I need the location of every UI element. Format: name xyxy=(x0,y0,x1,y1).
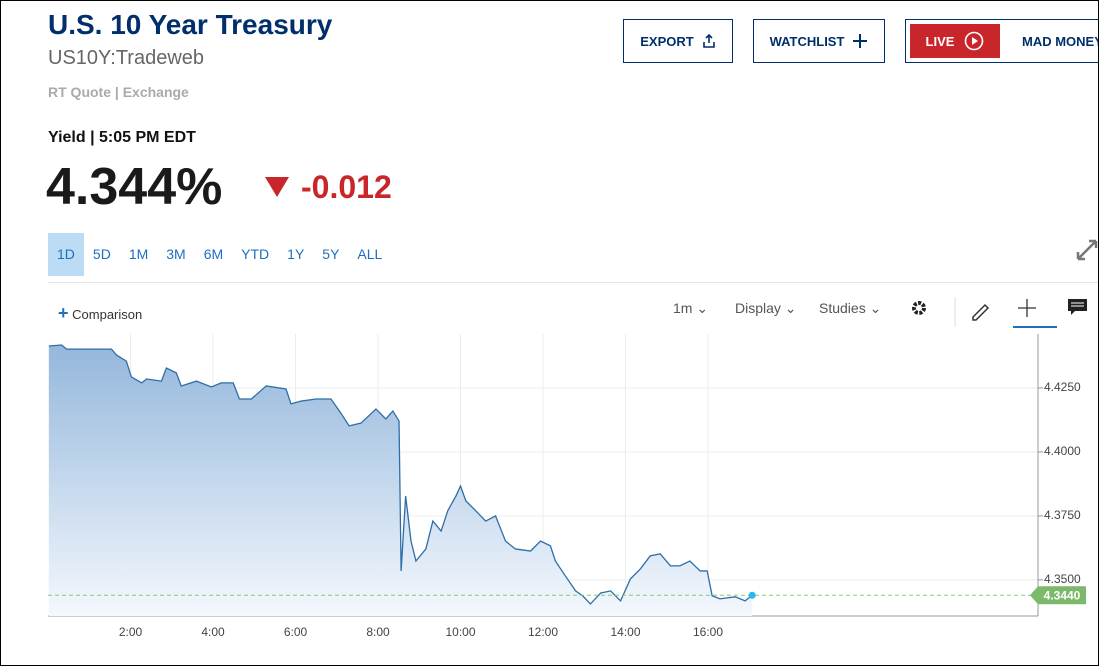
range-button[interactable]: 1D xyxy=(48,233,84,276)
watchlist-button[interactable]: WATCHLIST xyxy=(753,19,885,63)
active-underline xyxy=(1013,326,1057,328)
range-button[interactable]: 6M xyxy=(203,246,224,262)
range-button[interactable]: ALL xyxy=(357,246,383,262)
draw-icon[interactable] xyxy=(972,303,990,321)
display-menu[interactable]: Display ⌄ xyxy=(735,300,797,316)
last-point xyxy=(748,591,756,599)
divider xyxy=(48,282,1098,283)
comparison-label: Comparison xyxy=(72,307,143,322)
price-line xyxy=(48,344,753,605)
crosshair-icon[interactable] xyxy=(1018,299,1036,317)
settings-icon[interactable] xyxy=(912,301,926,315)
symbol: US10Y:Tradeweb xyxy=(48,47,205,69)
studies-label: Studies xyxy=(819,300,866,316)
y-tick-label: 4.3500 xyxy=(1044,572,1081,586)
comparison-button[interactable]: + Comparison xyxy=(58,303,143,323)
range-button[interactable]: 1M xyxy=(128,246,149,262)
last-price-tag xyxy=(1030,586,1086,605)
live-button[interactable]: LIVE MAD MONEY xyxy=(905,19,1099,63)
x-tick-label: 10:00 xyxy=(445,625,475,639)
x-tick-label: 16:00 xyxy=(693,625,723,639)
display-label: Display xyxy=(735,300,781,316)
interval-menu[interactable]: 1m ⌄ xyxy=(673,300,709,316)
x-tick-label: 14:00 xyxy=(610,625,640,639)
x-tick-label: 12:00 xyxy=(528,625,558,639)
range-button[interactable]: 5Y xyxy=(322,246,340,262)
live-badge: LIVE xyxy=(910,24,1000,58)
tool-icons xyxy=(912,297,1057,328)
chart: 2:00 4:00 6:00 8:00 10:00 12:00 14:00 16:00 4.35… xyxy=(48,334,1086,639)
export-button[interactable]: EXPORT xyxy=(623,19,733,63)
y-tick-label: 4.3750 xyxy=(1044,508,1081,522)
range-selector: 1D 5D 1M 3M 6M YTD 1Y 5Y ALL xyxy=(48,233,391,276)
range-button[interactable]: YTD xyxy=(241,246,270,262)
comment-icon[interactable] xyxy=(1067,297,1089,317)
x-tick-label: 6:00 xyxy=(284,625,308,639)
studies-menu[interactable]: Studies ⌄ xyxy=(819,300,882,316)
expand-icon[interactable] xyxy=(1075,233,1099,261)
export-label: EXPORT xyxy=(640,33,694,49)
range-button[interactable]: 1Y xyxy=(287,246,305,262)
export-icon xyxy=(702,34,715,48)
down-arrow xyxy=(265,177,289,197)
change: -0.012 xyxy=(301,169,392,205)
x-tick-label: 2:00 xyxy=(119,625,143,639)
title: U.S. 10 Year Treasury xyxy=(48,9,333,40)
x-tick-label: 8:00 xyxy=(366,625,390,639)
play-icon xyxy=(965,31,984,51)
y-tick-label: 4.4250 xyxy=(1044,380,1081,394)
quote-source: RT Quote | Exchange xyxy=(48,84,189,100)
interval-label: 1m xyxy=(673,300,693,316)
price: 4.344% xyxy=(46,158,223,216)
area xyxy=(48,345,753,616)
plus-icon xyxy=(853,34,868,48)
x-tick-label: 4:00 xyxy=(201,625,225,639)
mad-money-label: MAD MONEY xyxy=(1022,33,1099,49)
range-button[interactable]: 5D xyxy=(92,246,111,262)
watchlist-label: WATCHLIST xyxy=(769,33,845,49)
yield-time: Yield | 5:05 PM EDT xyxy=(48,129,196,146)
y-tick-label: 4.4000 xyxy=(1044,444,1081,458)
live-label: LIVE xyxy=(925,33,955,49)
range-button[interactable]: 3M xyxy=(166,246,186,262)
last-price-label: 4.3440 xyxy=(1044,588,1081,602)
